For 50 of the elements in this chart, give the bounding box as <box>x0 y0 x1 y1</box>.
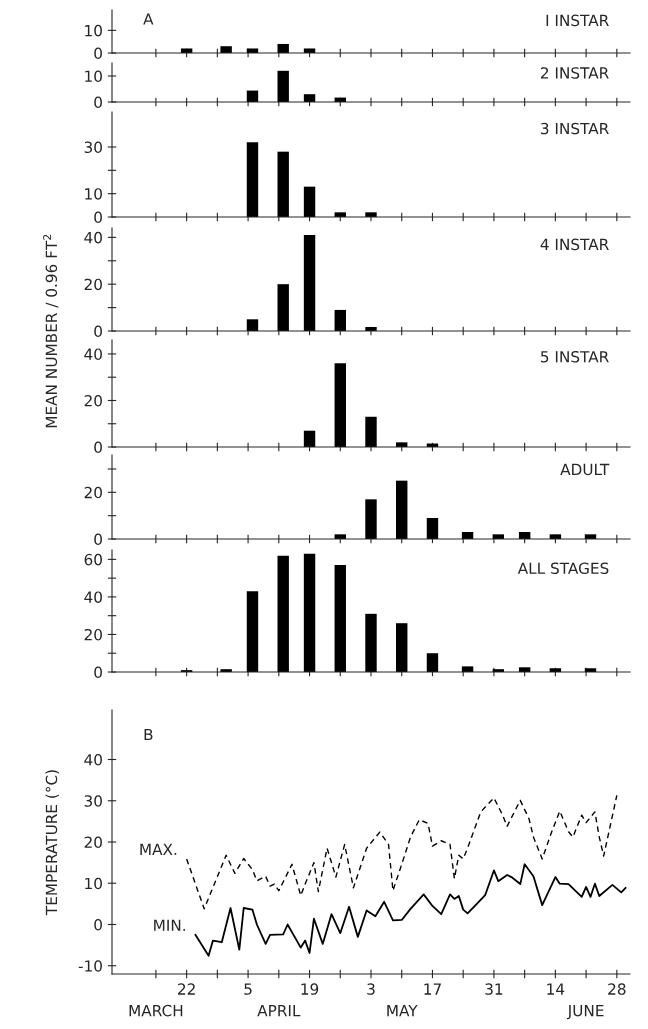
y-tick-label: 30 <box>84 795 102 807</box>
y-tick-label: 10 <box>85 877 102 890</box>
y-tick-label: 20 <box>84 278 102 291</box>
text: 3 INSTAR <box>541 122 609 135</box>
y-tick-label: 40 <box>84 591 102 603</box>
x-tick-label: 22 <box>178 983 195 995</box>
y-axis-title: TEMPERATURE (°C) <box>45 770 60 916</box>
x-tick-label: 3 <box>367 983 375 995</box>
chart-title: ADULT <box>560 463 610 476</box>
y-tick-label: 0 <box>94 918 102 931</box>
x2-tick-label: MAY <box>387 1005 418 1017</box>
y-tick-label: 0 <box>94 96 102 109</box>
series-label: MIN. <box>154 919 185 931</box>
annotation: B <box>144 728 153 741</box>
x-tick-label: 31 <box>485 983 503 995</box>
y-tick-label: 60 <box>84 553 102 566</box>
y-axis-title: MEAN NUMBER / 0.96 FT$^{2}$ <box>43 234 59 428</box>
text: 5 INSTAR <box>541 350 609 363</box>
series-label: MAX. <box>140 843 177 855</box>
y-tick-label: 0 <box>94 533 102 546</box>
y-tick-label: 0 <box>94 47 102 60</box>
chart-title: 2 INSTAR <box>540 67 609 79</box>
y-tick-label: 0 <box>94 666 102 679</box>
y-tick-label: 20 <box>84 394 102 407</box>
y-tick-label: 10 <box>85 24 102 37</box>
y-tick-label: 10 <box>85 188 102 200</box>
y-tick-label: 0 <box>94 325 102 338</box>
y-tick-label: 0 <box>94 211 102 224</box>
y-tick-label: 40 <box>84 753 102 766</box>
text: 4 INSTAR <box>540 238 609 251</box>
x-tick-label: 14 <box>547 983 565 995</box>
y-tick-label: 40 <box>84 348 102 360</box>
x2-tick-label: JUNE <box>566 1005 604 1020</box>
x2-tick-label: MARCH <box>129 1004 183 1017</box>
x2-tick-label: APRIL <box>257 1005 301 1017</box>
x-tick-label: 28 <box>608 983 626 995</box>
y-tick-label: 20 <box>84 486 102 499</box>
y-tick-label: 20 <box>84 628 102 641</box>
y-tick-label: 30 <box>84 141 102 154</box>
text: ALL STAGES <box>517 562 609 575</box>
annotation: A <box>143 13 154 25</box>
x-tick-label: 17 <box>424 983 441 995</box>
y-tick-label: 0 <box>94 441 102 454</box>
y-tick-label: 40 <box>84 231 102 244</box>
y-tick-label: 10 <box>85 70 102 83</box>
x-tick-label: 19 <box>301 983 319 995</box>
y-tick-label: 20 <box>84 836 102 849</box>
chart-title: I INSTAR <box>546 14 609 27</box>
x-tick-label: 5 <box>244 983 252 995</box>
y-tick-label: -10 <box>78 960 102 972</box>
